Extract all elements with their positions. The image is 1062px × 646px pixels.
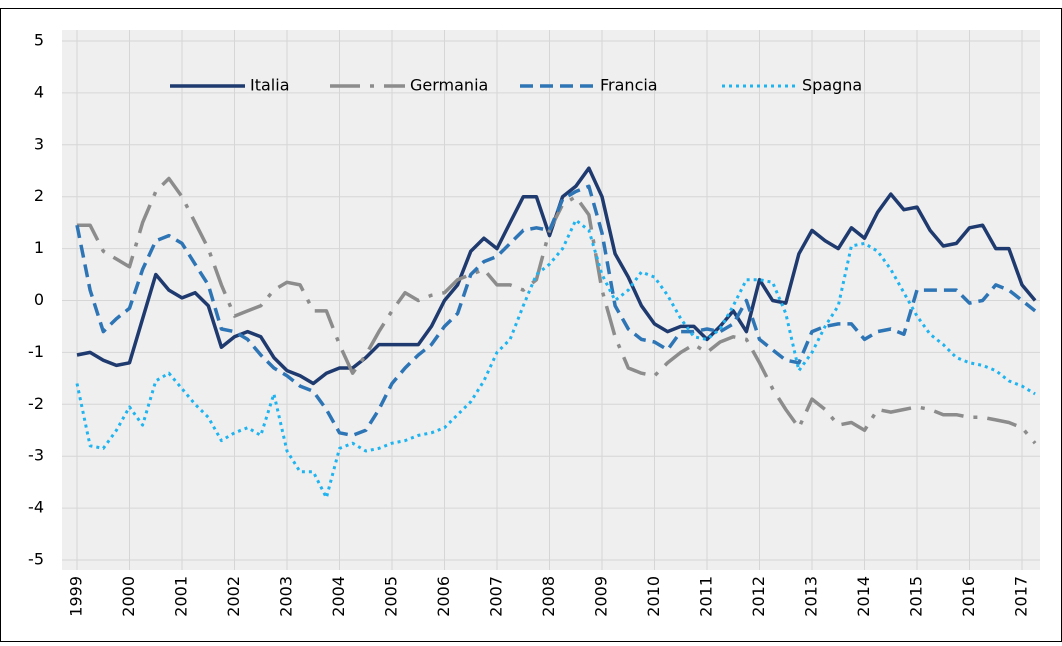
legend-label: Francia [600, 76, 658, 95]
series-line [77, 176, 1037, 445]
x-tick-label: 2001 [172, 576, 191, 617]
legend-label: Germania [410, 76, 488, 95]
legend-label: Italia [250, 76, 290, 95]
y-tick-label: 0 [34, 290, 44, 309]
x-tick-label: 2011 [697, 576, 716, 617]
series-line [75, 218, 1036, 500]
y-tick-label: -4 [28, 498, 44, 517]
x-tick-label: 2008 [539, 576, 558, 617]
y-tick-label: 1 [34, 238, 44, 257]
x-tick-label: 2015 [907, 576, 926, 617]
x-tick-label: 1999 [67, 576, 86, 617]
x-tick-label: 2012 [749, 576, 768, 617]
x-tick-label: 2003 [277, 576, 296, 617]
x-tick-label: 2005 [382, 576, 401, 617]
y-tick-label: -3 [28, 446, 44, 465]
y-tick-label: -1 [28, 342, 44, 361]
y-tick-label: -5 [28, 550, 44, 569]
x-tick-label: 2002 [224, 576, 243, 617]
y-tick-label: 2 [34, 186, 44, 205]
x-tick-label: 2006 [434, 576, 453, 617]
x-tick-label: 2009 [592, 576, 611, 617]
x-tick-label: 2017 [1012, 576, 1031, 617]
x-tick-label: 2010 [644, 576, 663, 617]
legend-label: Spagna [802, 76, 862, 95]
x-tick-label: 2013 [802, 576, 821, 617]
x-tick-label: 2007 [487, 576, 506, 617]
x-tick-label: 2000 [119, 576, 138, 617]
y-tick-label: -2 [28, 394, 44, 413]
x-tick-label: 2016 [959, 576, 978, 617]
y-tick-label: 5 [34, 31, 44, 50]
x-tick-label: 2014 [854, 576, 873, 617]
y-tick-label: 4 [34, 82, 44, 101]
x-tick-label: 2004 [329, 576, 348, 617]
y-tick-label: 3 [34, 134, 44, 153]
